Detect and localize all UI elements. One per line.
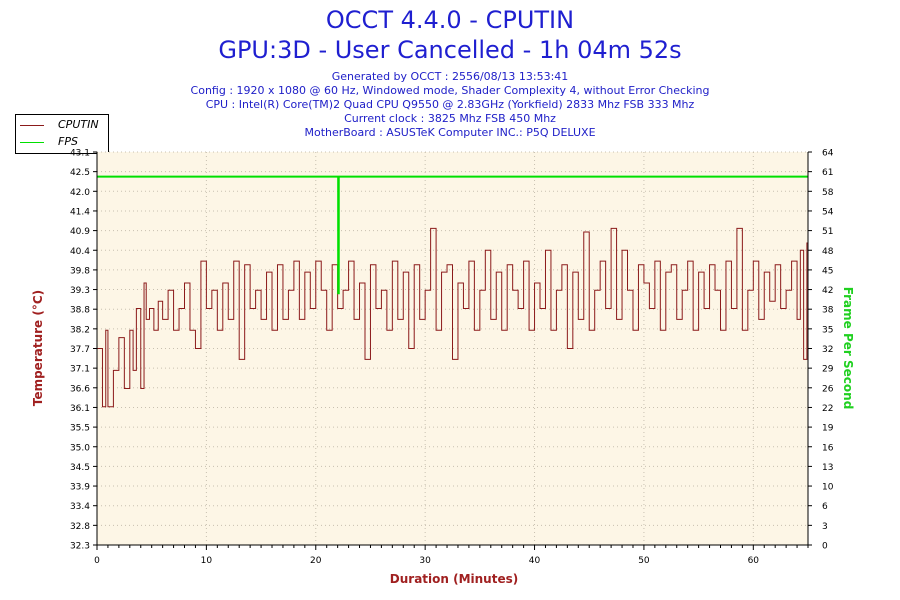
x-tick-label: 20 bbox=[310, 556, 322, 566]
legend-swatch-fps bbox=[20, 142, 44, 143]
y-right-tick-label: 48 bbox=[822, 247, 834, 257]
y-right-tick-label: 22 bbox=[822, 404, 833, 414]
x-tick-label: 30 bbox=[419, 556, 431, 566]
info-config: Config : 1920 x 1080 @ 60 Hz, Windowed m… bbox=[190, 84, 710, 97]
y-right-tick-label: 58 bbox=[822, 188, 834, 198]
y-left-tick-label: 38.2 bbox=[70, 325, 90, 335]
x-tick-label: 60 bbox=[748, 556, 760, 566]
y-right-tick-label: 45 bbox=[822, 266, 833, 276]
y-right-tick-label: 42 bbox=[822, 286, 833, 296]
y-left-tick-label: 43.1 bbox=[70, 149, 90, 159]
y-left-tick-label: 32.8 bbox=[70, 522, 90, 532]
y-right-tick-label: 16 bbox=[822, 443, 834, 453]
y-right-tick-label: 64 bbox=[822, 149, 834, 159]
y-left-tick-label: 33.9 bbox=[70, 483, 90, 493]
y-right-tick-label: 54 bbox=[822, 207, 834, 217]
y-axis-right-label: Frame Per Second bbox=[841, 286, 855, 410]
y-right-tick-label: 6 bbox=[822, 502, 828, 512]
legend-label-cputin: CPUTIN bbox=[58, 118, 99, 131]
legend-label-fps: FPS bbox=[58, 135, 78, 148]
y-left-tick-label: 37.7 bbox=[70, 345, 90, 355]
series-line-cputin bbox=[97, 227, 808, 408]
y-right-tick-label: 26 bbox=[822, 384, 834, 394]
y-left-tick-label: 40.9 bbox=[70, 227, 90, 237]
y-left-tick-label: 42.0 bbox=[70, 188, 90, 198]
info-motherboard: MotherBoard : ASUSTeK Computer INC.: P5Q… bbox=[304, 126, 596, 139]
chart-legend: CPUTIN FPS bbox=[15, 114, 109, 154]
y-left-tick-label: 39.3 bbox=[70, 286, 90, 296]
y-right-tick-label: 61 bbox=[822, 168, 833, 178]
y-right-tick-label: 32 bbox=[822, 345, 833, 355]
y-right-tick-label: 10 bbox=[822, 483, 834, 493]
y-left-tick-label: 36.6 bbox=[70, 384, 90, 394]
series-line-fps bbox=[97, 175, 808, 295]
y-right-tick-label: 19 bbox=[822, 424, 834, 434]
y-right-tick-label: 3 bbox=[822, 522, 828, 532]
chart-subtitle: GPU:3D - User Cancelled - 1h 04m 52s bbox=[218, 36, 682, 64]
info-generated: Generated by OCCT : 2556/08/13 13:53:41 bbox=[331, 70, 569, 83]
y-left-tick-label: 40.4 bbox=[70, 247, 90, 257]
y-left-tick-label: 36.1 bbox=[70, 404, 90, 414]
y-left-tick-label: 33.4 bbox=[70, 502, 90, 512]
y-left-tick-label: 39.8 bbox=[70, 266, 90, 276]
y-left-tick-label: 35.5 bbox=[70, 424, 90, 434]
y-right-tick-label: 0 bbox=[822, 542, 828, 552]
y-left-tick-label: 34.5 bbox=[70, 463, 90, 473]
y-right-tick-label: 51 bbox=[822, 227, 833, 237]
x-axis-label: Duration (Minutes) bbox=[389, 572, 519, 586]
y-axis-left-label: Temperature (°C) bbox=[31, 289, 45, 407]
y-left-tick-label: 41.4 bbox=[70, 207, 90, 217]
x-tick-label: 50 bbox=[638, 556, 650, 566]
x-tick-label: 10 bbox=[201, 556, 213, 566]
y-left-tick-label: 38.8 bbox=[70, 306, 90, 316]
info-cpu: CPU : Intel(R) Core(TM)2 Quad CPU Q9550 … bbox=[205, 98, 695, 111]
legend-item-fps: FPS bbox=[20, 134, 106, 150]
y-left-tick-label: 37.1 bbox=[70, 365, 90, 375]
x-tick-label: 40 bbox=[529, 556, 541, 566]
legend-item-cputin: CPUTIN bbox=[20, 117, 106, 133]
y-right-tick-label: 35 bbox=[822, 325, 833, 335]
info-clock: Current clock : 3825 Mhz FSB 450 Mhz bbox=[344, 112, 556, 125]
y-right-tick-label: 38 bbox=[822, 306, 834, 316]
y-left-tick-label: 32.3 bbox=[70, 542, 90, 552]
grid-lines bbox=[97, 151, 808, 546]
legend-swatch-cputin bbox=[20, 125, 44, 126]
axes-layer: 32.3 32.8 33.4 33.9 34.5 35.0 35.5 36.1 36.6 37.1… bbox=[70, 149, 834, 567]
series-layer bbox=[97, 175, 808, 408]
y-right-tick-label: 29 bbox=[822, 365, 834, 375]
y-left-tick-label: 35.0 bbox=[70, 443, 90, 453]
x-tick-label: 0 bbox=[94, 556, 100, 566]
y-left-tick-label: 42.5 bbox=[70, 168, 90, 178]
chart-title: OCCT 4.4.0 - CPUTIN bbox=[325, 6, 575, 34]
y-right-tick-label: 13 bbox=[822, 463, 833, 473]
